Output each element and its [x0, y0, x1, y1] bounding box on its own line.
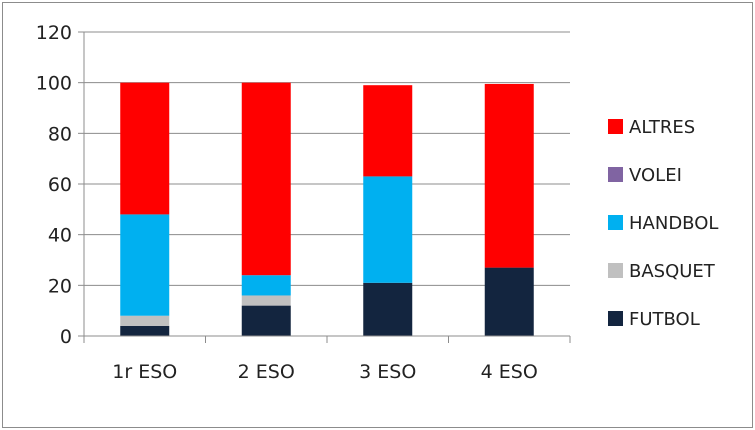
y-tick-label: 60	[48, 174, 72, 196]
bar-handbol-3	[363, 176, 413, 283]
bar-handbol-1	[120, 214, 170, 316]
bar-basquet-1	[120, 315, 170, 326]
bar-futbol-3	[363, 282, 413, 336]
legend: ALTRES VOLEI HANDBOL BASQUET FUTBOL	[608, 117, 718, 330]
legend-swatch-volei	[608, 167, 623, 182]
bars	[120, 82, 534, 336]
bar-altres-2	[241, 82, 291, 276]
legend-swatch-altres	[608, 119, 623, 134]
bar-basquet-2	[241, 295, 291, 306]
x-tick-label: 4 ESO	[481, 361, 538, 383]
legend-swatch-basquet	[608, 263, 623, 278]
bar-altres-1	[120, 82, 170, 215]
y-tick-label: 80	[48, 123, 72, 145]
legend-swatch-futbol	[608, 311, 623, 326]
y-tick-label: 20	[48, 275, 72, 297]
bar-futbol-1	[120, 325, 170, 336]
x-tick-label: 1r ESO	[112, 361, 177, 383]
legend-label-volei: VOLEI	[629, 165, 682, 186]
bar-futbol-4	[484, 267, 534, 336]
y-tick-label: 100	[36, 73, 72, 95]
y-axis: 0 20 40 60 80 100 120	[36, 22, 85, 348]
x-tick-label: 3 ESO	[359, 361, 416, 383]
y-tick-label: 120	[36, 22, 72, 44]
legend-label-basquet: BASQUET	[629, 261, 716, 282]
y-tick-label: 0	[60, 326, 72, 348]
bar-handbol-2	[241, 275, 291, 296]
legend-label-handbol: HANDBOL	[629, 213, 718, 234]
legend-swatch-handbol	[608, 215, 623, 230]
y-tick-label: 40	[48, 225, 72, 247]
bar-altres-3	[363, 85, 413, 177]
bar-altres-4	[484, 83, 534, 268]
legend-label-futbol: FUTBOL	[629, 309, 700, 330]
x-tick-label: 2 ESO	[238, 361, 295, 383]
bar-futbol-2	[241, 305, 291, 336]
legend-label-altres: ALTRES	[629, 117, 695, 138]
x-axis: 1r ESO 2 ESO 3 ESO 4 ESO	[83, 335, 571, 383]
